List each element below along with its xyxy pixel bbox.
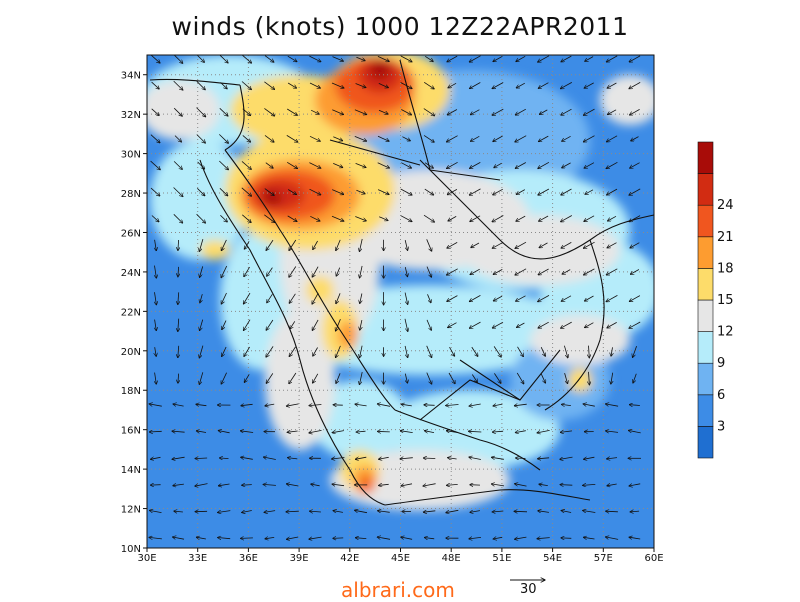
colorbar-label: 9 xyxy=(717,356,725,371)
colorbar-label: 24 xyxy=(717,198,734,213)
colorbar-swatch xyxy=(698,268,713,300)
reference-vector-label: 30 xyxy=(520,582,537,597)
colorbar-swatch xyxy=(698,363,713,395)
colorbar-boxes xyxy=(698,142,713,458)
colorbar-label: 3 xyxy=(717,419,725,434)
colorbar-swatch xyxy=(698,426,713,458)
site-credit: albrari.com xyxy=(341,578,455,602)
colorbar-swatch xyxy=(698,142,713,174)
colorbar-label: 21 xyxy=(717,230,734,245)
colorbar-label: 12 xyxy=(717,325,734,340)
colorbar-swatch xyxy=(698,174,713,206)
colorbar-label: 15 xyxy=(717,293,734,308)
colorbar-swatch xyxy=(698,237,713,269)
colorbar-label: 18 xyxy=(717,261,734,276)
colorbar-swatch xyxy=(698,300,713,332)
colorbar-swatch xyxy=(698,332,713,364)
colorbar-swatch xyxy=(698,205,713,237)
colorbar-label: 6 xyxy=(717,388,725,403)
colorbar-swatch xyxy=(698,395,713,427)
colorbar-labels: 3 6 9 12 15 18 21 24 xyxy=(717,198,734,434)
